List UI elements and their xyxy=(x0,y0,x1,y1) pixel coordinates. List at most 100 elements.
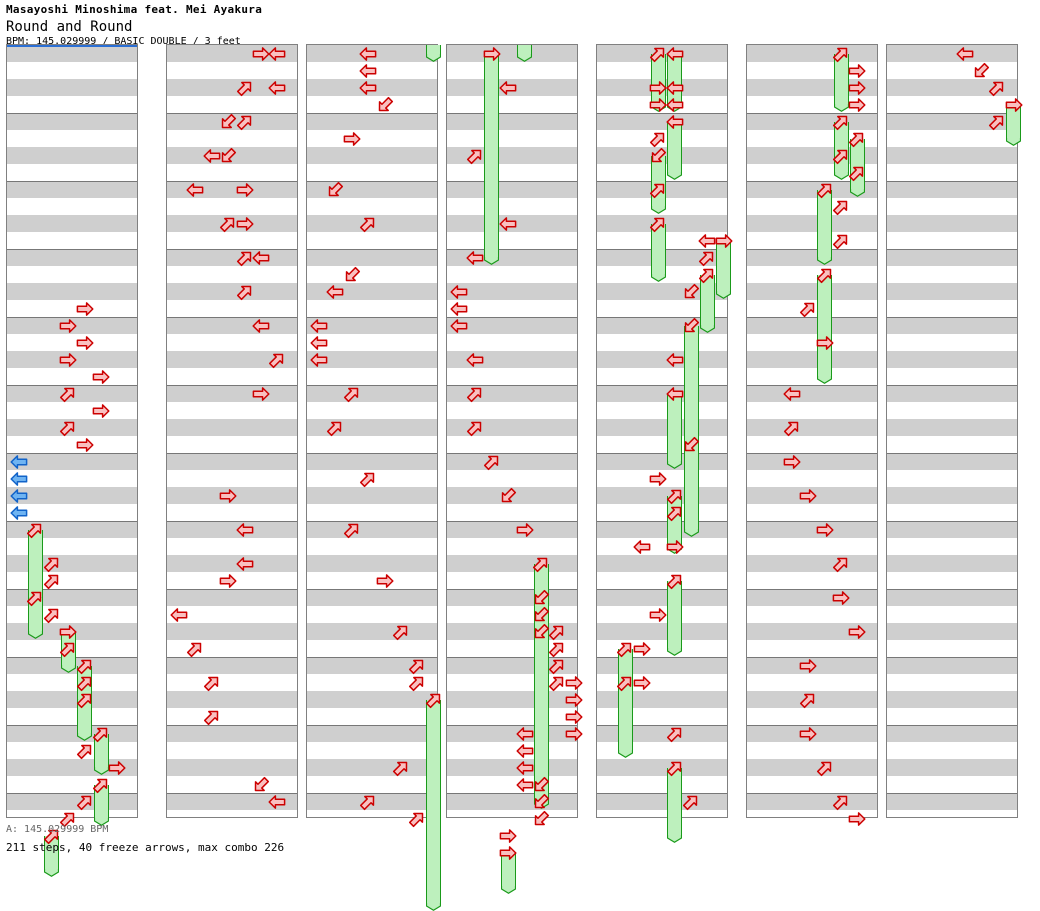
note-arrow[interactable] xyxy=(815,758,835,778)
note-arrow[interactable] xyxy=(831,146,851,166)
freeze-arrow-body[interactable] xyxy=(667,394,683,469)
note-arrow[interactable] xyxy=(42,605,62,625)
note-arrow[interactable] xyxy=(25,520,45,540)
note-arrow[interactable] xyxy=(309,350,329,370)
note-arrow[interactable] xyxy=(465,146,485,166)
note-arrow[interactable] xyxy=(342,265,362,285)
freeze-arrow-body[interactable] xyxy=(618,683,633,758)
note-arrow[interactable] xyxy=(531,622,551,642)
note-arrow[interactable] xyxy=(798,724,818,744)
note-arrow[interactable] xyxy=(235,282,255,302)
note-arrow[interactable] xyxy=(235,214,255,234)
note-arrow[interactable] xyxy=(358,469,378,489)
note-arrow[interactable] xyxy=(648,180,668,200)
note-arrow[interactable] xyxy=(342,129,362,149)
note-arrow[interactable] xyxy=(665,571,685,591)
note-arrow[interactable] xyxy=(498,486,518,506)
note-arrow[interactable] xyxy=(782,384,802,404)
note-arrow[interactable] xyxy=(58,384,78,404)
note-arrow[interactable] xyxy=(407,809,427,829)
note-arrow[interactable] xyxy=(648,146,668,166)
note-arrow[interactable] xyxy=(531,792,551,812)
note-arrow[interactable] xyxy=(75,435,95,455)
note-arrow[interactable] xyxy=(955,44,975,64)
note-arrow[interactable] xyxy=(251,248,271,268)
note-arrow[interactable] xyxy=(9,503,29,523)
note-arrow[interactable] xyxy=(185,639,205,659)
note-arrow[interactable] xyxy=(782,418,802,438)
note-arrow[interactable] xyxy=(681,282,701,302)
note-arrow[interactable] xyxy=(75,333,95,353)
note-arrow[interactable] xyxy=(648,95,668,115)
note-arrow[interactable] xyxy=(358,214,378,234)
note-arrow[interactable] xyxy=(847,61,867,81)
freeze-arrow-body[interactable] xyxy=(93,734,109,775)
note-arrow[interactable] xyxy=(9,486,29,506)
note-arrow[interactable] xyxy=(847,163,867,183)
note-arrow[interactable] xyxy=(547,622,567,642)
note-arrow[interactable] xyxy=(665,78,685,98)
note-arrow[interactable] xyxy=(267,44,287,64)
note-arrow[interactable] xyxy=(831,44,851,64)
note-arrow[interactable] xyxy=(665,112,685,132)
note-arrow[interactable] xyxy=(9,469,29,489)
note-arrow[interactable] xyxy=(697,248,717,268)
note-arrow[interactable] xyxy=(58,350,78,370)
note-arrow[interactable] xyxy=(847,622,867,642)
note-arrow[interactable] xyxy=(218,486,238,506)
note-arrow[interactable] xyxy=(235,248,255,268)
freeze-arrow-body[interactable] xyxy=(700,275,715,333)
note-arrow[interactable] xyxy=(235,78,255,98)
note-arrow[interactable] xyxy=(185,180,205,200)
note-arrow[interactable] xyxy=(267,350,287,370)
note-arrow[interactable] xyxy=(358,78,378,98)
note-arrow[interactable] xyxy=(58,809,78,829)
note-arrow[interactable] xyxy=(681,435,701,455)
note-arrow[interactable] xyxy=(358,792,378,812)
note-arrow[interactable] xyxy=(697,231,717,251)
note-arrow[interactable] xyxy=(498,78,518,98)
note-arrow[interactable] xyxy=(58,639,78,659)
chart-column[interactable] xyxy=(166,44,298,818)
note-arrow[interactable] xyxy=(391,758,411,778)
note-arrow[interactable] xyxy=(547,656,567,676)
note-arrow[interactable] xyxy=(564,673,584,693)
note-arrow[interactable] xyxy=(515,775,535,795)
note-arrow[interactable] xyxy=(531,809,551,829)
note-arrow[interactable] xyxy=(75,792,95,812)
note-arrow[interactable] xyxy=(449,299,469,319)
note-arrow[interactable] xyxy=(235,180,255,200)
note-arrow[interactable] xyxy=(25,588,45,608)
note-arrow[interactable] xyxy=(498,214,518,234)
freeze-arrow-body[interactable] xyxy=(93,785,109,826)
note-arrow[interactable] xyxy=(665,503,685,523)
note-arrow[interactable] xyxy=(375,571,395,591)
note-arrow[interactable] xyxy=(632,673,652,693)
freeze-arrow-tail[interactable] xyxy=(426,45,442,62)
note-arrow[interactable] xyxy=(482,44,502,64)
note-arrow[interactable] xyxy=(58,622,78,642)
freeze-arrow-body[interactable] xyxy=(833,54,849,112)
note-arrow[interactable] xyxy=(564,724,584,744)
freeze-arrow-body[interactable] xyxy=(77,700,93,741)
note-arrow[interactable] xyxy=(665,350,685,370)
note-arrow[interactable] xyxy=(42,554,62,574)
note-arrow[interactable] xyxy=(251,316,271,336)
note-arrow[interactable] xyxy=(424,690,444,710)
note-arrow[interactable] xyxy=(42,826,62,846)
freeze-arrow-body[interactable] xyxy=(28,598,43,639)
note-arrow[interactable] xyxy=(987,112,1007,132)
note-arrow[interactable] xyxy=(665,44,685,64)
freeze-arrow-body[interactable] xyxy=(716,241,732,299)
note-arrow[interactable] xyxy=(9,452,29,472)
note-arrow[interactable] xyxy=(831,792,851,812)
note-arrow[interactable] xyxy=(665,537,685,557)
chart-column[interactable] xyxy=(6,44,138,877)
note-arrow[interactable] xyxy=(547,673,567,693)
note-arrow[interactable] xyxy=(847,95,867,115)
note-arrow[interactable] xyxy=(714,231,734,251)
note-arrow[interactable] xyxy=(169,605,189,625)
note-arrow[interactable] xyxy=(235,554,255,574)
note-arrow[interactable] xyxy=(449,316,469,336)
note-arrow[interactable] xyxy=(267,792,287,812)
